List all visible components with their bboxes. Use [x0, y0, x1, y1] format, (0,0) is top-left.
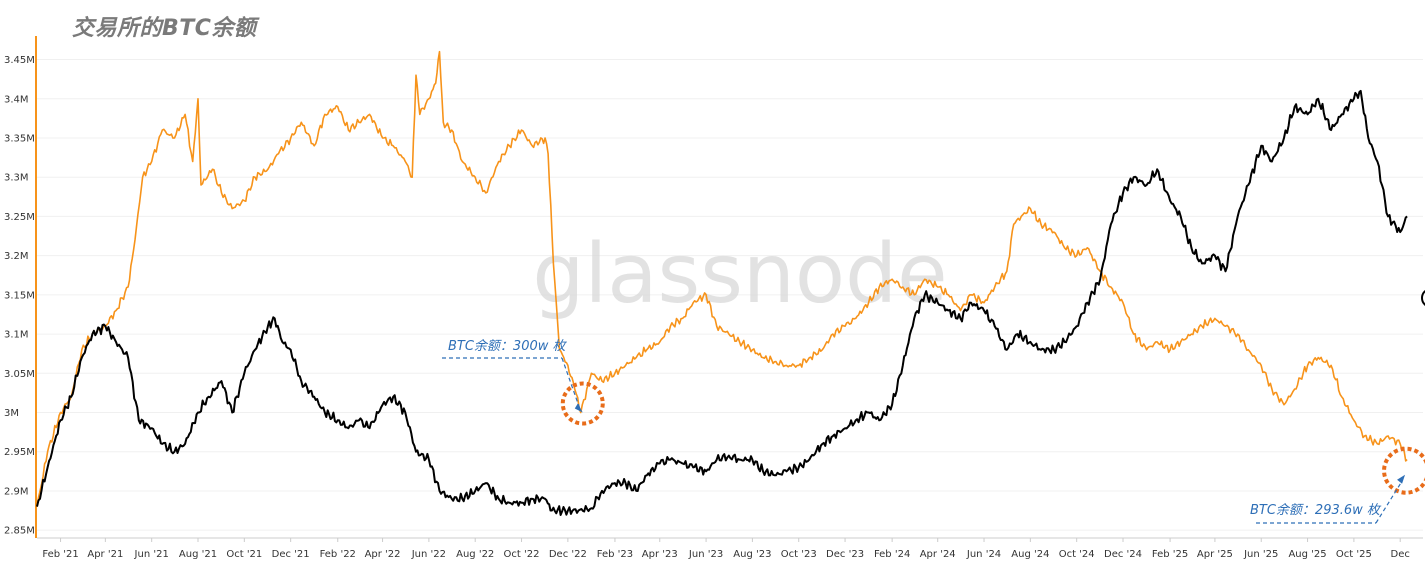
x-axis: Feb '21 Apr '21 Jun '21 Aug '21 Oct '21 Dec '…: [37, 537, 1423, 560]
watermark: glassnode: [532, 227, 947, 322]
grid-lines: [37, 59, 1423, 531]
series-layer: [36, 50, 1408, 516]
y-tick-label: 3M: [4, 408, 19, 419]
annotation-arrowhead: [1397, 474, 1406, 484]
x-tick-label: Aug '21: [179, 549, 217, 560]
annotation-label: BTC余额：293.6w 枚: [1250, 502, 1382, 518]
x-tick-label: Apr '23: [642, 549, 678, 560]
annotation-arrow: [561, 357, 581, 409]
x-tick-label: Aug '24: [1011, 549, 1049, 560]
y-tick-label: 3.1M: [4, 330, 29, 341]
x-tick-label: Jun '23: [688, 549, 723, 560]
x-tick-label: Oct '21: [226, 549, 262, 560]
x-tick-label: Apr '21: [87, 549, 123, 560]
balance-series-line: [36, 50, 1408, 507]
x-tick-label: Dec '21: [272, 549, 310, 560]
x-tick-label: Apr '24: [920, 549, 956, 560]
series-end-marker: [1421, 289, 1425, 306]
x-tick-label: Aug '25: [1288, 549, 1326, 560]
y-tick-label: 2.85M: [4, 526, 35, 537]
annotation-circle: [560, 381, 605, 426]
x-tick-label: Aug '22: [456, 549, 494, 560]
x-tick-label: Jun '21: [134, 549, 169, 560]
x-tick-label: Feb '23: [597, 549, 633, 560]
y-tick-label: 2.95M: [4, 447, 35, 458]
y-axis: 2.85M 2.9M 2.95M 3M 3.05M 3.1M 3.15M 3.2M 3.25M 3…: [4, 36, 37, 538]
annotation-arrow: [1375, 482, 1402, 524]
chart-title: 交易所的BTC余额: [72, 16, 257, 41]
price-series-line: [36, 89, 1408, 516]
x-tick-label: Feb '24: [874, 549, 910, 560]
y-tick-label: 3.45M: [4, 55, 35, 66]
x-tick-label: Oct '24: [1059, 549, 1095, 560]
x-tick-label: Apr '25: [1197, 549, 1233, 560]
x-tick-label: Feb '22: [320, 549, 356, 560]
x-tick-label: Apr '22: [365, 549, 401, 560]
y-tick-label: 3.2M: [4, 251, 29, 262]
x-tick-label: Jun '24: [966, 549, 1001, 560]
annotations: BTC余额：300w 枚 BTC余额：293.6w 枚: [442, 289, 1425, 524]
y-tick-label: 3.35M: [4, 133, 35, 144]
x-tick-label: Aug '23: [733, 549, 771, 560]
x-tick-label: Dec '22: [549, 549, 587, 560]
annotation-arrowhead: [574, 403, 583, 413]
x-tick-label: Dec: [1391, 549, 1410, 560]
x-tick-label: Dec '24: [1104, 549, 1142, 560]
x-tick-label: Feb '21: [42, 549, 78, 560]
y-tick-label: 3.4M: [4, 94, 29, 105]
x-tick-label: Oct '23: [781, 549, 817, 560]
x-tick-label: Feb '25: [1152, 549, 1188, 560]
x-tick-label: Oct '25: [1336, 549, 1372, 560]
x-tick-label: Jun '22: [411, 549, 446, 560]
y-tick-label: 2.9M: [4, 486, 29, 497]
y-tick-label: 3.05M: [4, 369, 35, 380]
x-tick-label: Dec '23: [826, 549, 864, 560]
y-tick-label: 3.25M: [4, 212, 35, 223]
x-tick-label: Jun '25: [1243, 549, 1278, 560]
y-tick-label: 3.15M: [4, 290, 35, 301]
annotation-label: BTC余额：300w 枚: [448, 338, 568, 354]
y-tick-label: 3.3M: [4, 173, 29, 184]
x-tick-label: Oct '22: [504, 549, 540, 560]
